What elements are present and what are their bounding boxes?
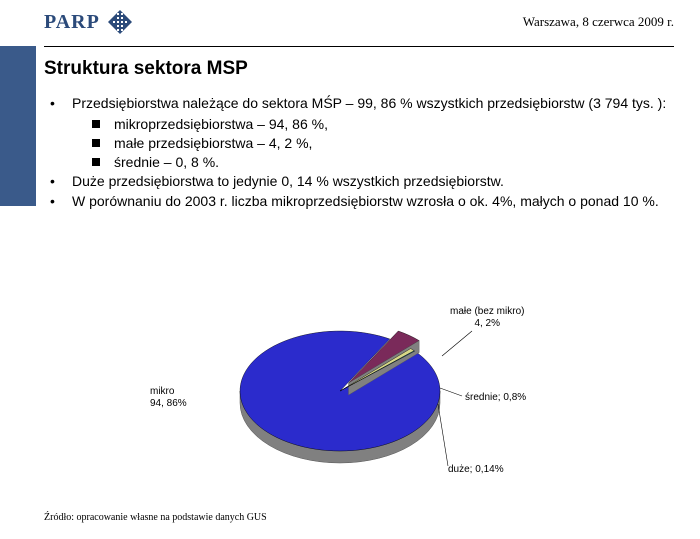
- logo: PARP: [44, 8, 134, 36]
- chart-label-duze: duże; 0,14%: [448, 464, 504, 476]
- sub-bullet-text: małe przedsiębiorstwa – 4, 2 %,: [114, 134, 312, 153]
- sub-bullet-item: średnie – 0, 8 %.: [92, 153, 674, 172]
- logo-icon: [106, 8, 134, 36]
- header: PARP Warszawa, 8 czerwca 2009 r.: [44, 8, 674, 36]
- bullet-item: •Przedsiębiorstwa należące do sektora MŚ…: [44, 94, 674, 113]
- pie-chart: mikro 94, 86% małe (bez mikro) 4, 2% śre…: [190, 296, 550, 496]
- bullet-text: Duże przedsiębiorstwa to jedynie 0, 14 %…: [72, 172, 674, 191]
- header-date: Warszawa, 8 czerwca 2009 r.: [523, 14, 674, 30]
- page-title: Struktura sektora MSP: [44, 58, 248, 80]
- logo-text: PARP: [44, 11, 100, 34]
- header-rule: [44, 46, 674, 47]
- sub-bullet-text: mikroprzedsiębiorstwa – 94, 86 %,: [114, 115, 328, 134]
- square-bullet-icon: [92, 153, 114, 172]
- sub-bullet-item: małe przedsiębiorstwa – 4, 2 %,: [92, 134, 674, 153]
- sidebar: [0, 0, 36, 539]
- bullet-text: W porównaniu do 2003 r. liczba mikroprze…: [72, 192, 674, 211]
- bullet-marker: •: [44, 192, 72, 211]
- bullet-item: •W porównaniu do 2003 r. liczba mikroprz…: [44, 192, 674, 211]
- square-bullet-icon: [92, 115, 114, 134]
- bullet-item: •Duże przedsiębiorstwa to jedynie 0, 14 …: [44, 172, 674, 191]
- bullet-marker: •: [44, 172, 72, 191]
- square-bullet-icon: [92, 134, 114, 153]
- chart-label-male: małe (bez mikro) 4, 2%: [450, 306, 524, 330]
- sub-bullet-item: mikroprzedsiębiorstwa – 94, 86 %,: [92, 115, 674, 134]
- body-content: •Przedsiębiorstwa należące do sektora MŚ…: [44, 94, 674, 213]
- bullet-text: Przedsiębiorstwa należące do sektora MŚP…: [72, 94, 674, 113]
- chart-label-mikro: mikro 94, 86%: [150, 386, 187, 410]
- sub-bullet-text: średnie – 0, 8 %.: [114, 153, 219, 172]
- chart-label-srednie: średnie; 0,8%: [465, 392, 526, 404]
- sidebar-accent: [0, 46, 36, 206]
- bullet-marker: •: [44, 94, 72, 113]
- source-text: Źródło: opracowanie własne na podstawie …: [44, 512, 267, 523]
